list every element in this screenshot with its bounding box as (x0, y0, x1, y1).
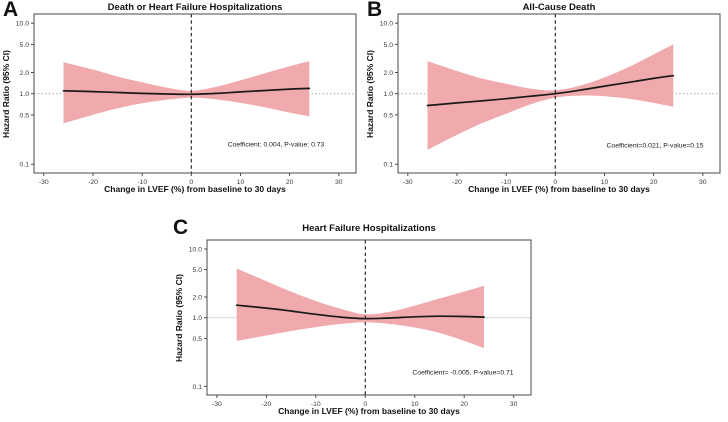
svg-text:2.0: 2.0 (193, 294, 203, 301)
panel-c-coefficient-annotation: Coefficient= -0.005, P-value=0.71 (412, 369, 514, 377)
svg-text:2.0: 2.0 (384, 70, 394, 77)
panel-letter-a: A (3, 0, 19, 21)
svg-text:-30: -30 (403, 179, 413, 186)
svg-text:-20: -20 (452, 179, 462, 186)
svg-text:20: 20 (650, 179, 658, 186)
svg-text:0.5: 0.5 (20, 112, 30, 119)
svg-text:0.1: 0.1 (384, 162, 394, 169)
panel-b-title: All-Cause Death (522, 2, 596, 13)
svg-text:10.0: 10.0 (380, 21, 393, 28)
svg-text:0.5: 0.5 (384, 112, 394, 119)
panel-b-x-axis-label: Change in LVEF (%) from baseline to 30 d… (468, 184, 650, 194)
panel-letter-c: C (173, 216, 189, 239)
svg-text:-10: -10 (311, 401, 321, 408)
svg-text:0.5: 0.5 (193, 336, 203, 343)
svg-text:10.0: 10.0 (189, 246, 202, 253)
panel-b-plot-area: -30 -20 -10 0 10 20 30 10.0 5.0 2.0 1.0 0.5 0.1 (380, 13, 721, 186)
svg-text:-10: -10 (501, 179, 511, 186)
svg-text:-30: -30 (212, 401, 222, 408)
svg-text:0: 0 (553, 179, 557, 186)
svg-text:0: 0 (189, 179, 193, 186)
svg-text:20: 20 (286, 179, 294, 186)
panel-c-title: Heart Failure Hospitalizations (302, 223, 436, 234)
svg-text:-20: -20 (261, 401, 271, 408)
svg-text:-20: -20 (88, 179, 98, 186)
svg-text:20: 20 (460, 401, 468, 408)
svg-text:5.0: 5.0 (20, 42, 30, 49)
svg-text:0: 0 (363, 401, 367, 408)
svg-text:5.0: 5.0 (384, 42, 394, 49)
panel-c-x-axis-label: Change in LVEF (%) from baseline to 30 d… (278, 406, 460, 416)
svg-text:10: 10 (237, 179, 245, 186)
svg-text:10: 10 (601, 179, 609, 186)
svg-text:1.0: 1.0 (193, 315, 203, 322)
panel-b: B All-Cause Death Hazard Ratio (95% CI) … (364, 0, 728, 213)
panel-c: C Heart Failure Hospitalizations Hazard … (173, 215, 553, 422)
svg-text:0.1: 0.1 (20, 162, 30, 169)
panel-letter-b: B (367, 0, 383, 21)
svg-text:10: 10 (411, 401, 419, 408)
panel-a-plot-area: -30 -20 -10 0 10 20 30 10.0 5.0 2.0 1.0 0.5 0.1 (16, 13, 357, 186)
svg-text:-10: -10 (137, 179, 147, 186)
panel-c-plot-area: -30 -20 -10 0 10 20 30 10.0 5.0 2.0 1.0 0.5 0.1 (189, 239, 532, 408)
svg-text:30: 30 (510, 401, 518, 408)
panel-a-x-axis-label: Change in LVEF (%) from baseline to 30 d… (104, 184, 286, 194)
svg-text:1.0: 1.0 (20, 91, 30, 98)
panel-b-coefficient-annotation: Coefficient=0.021, P-value=0.15 (606, 142, 704, 150)
svg-text:-30: -30 (39, 179, 49, 186)
svg-text:10.0: 10.0 (16, 21, 29, 28)
svg-text:5.0: 5.0 (193, 267, 203, 274)
svg-text:2.0: 2.0 (20, 70, 30, 77)
panel-a: A Death or Heart Failure Hospitalization… (0, 0, 364, 213)
panel-a-title: Death or Heart Failure Hospitalizations (107, 2, 283, 13)
svg-text:0.1: 0.1 (193, 384, 203, 391)
svg-text:1.0: 1.0 (384, 91, 394, 98)
panel-a-coefficient-annotation: Coefficient: 0.004, P-value: 0.73 (227, 141, 325, 149)
svg-text:30: 30 (699, 179, 707, 186)
svg-text:30: 30 (335, 179, 343, 186)
